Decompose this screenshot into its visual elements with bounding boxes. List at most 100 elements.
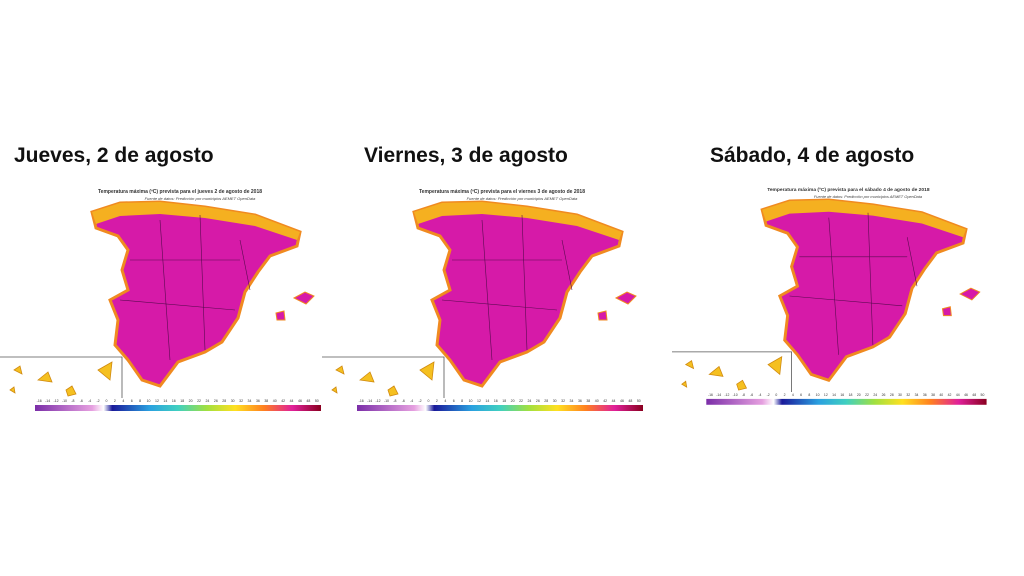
legend-tick-label: 8 xyxy=(461,399,463,403)
canary-islands xyxy=(331,361,435,397)
canary-box xyxy=(322,356,445,398)
legend-tick-label: 16 xyxy=(840,393,844,397)
spain-map xyxy=(760,198,968,383)
legend-tick-label: 44 xyxy=(956,393,960,397)
legend-tick-label: 34 xyxy=(248,399,252,403)
legend-scale xyxy=(357,405,643,411)
legend-tick-label: 48 xyxy=(628,399,632,403)
legend-tick-label: 0 xyxy=(775,393,777,397)
legend-tick-label: -10 xyxy=(733,393,738,397)
legend-tick-label: -14 xyxy=(716,393,721,397)
legend-tick-label: -4 xyxy=(410,399,413,403)
legend-tick-label: 4 xyxy=(122,399,124,403)
legend-tick-label: 8 xyxy=(808,393,810,397)
balearic-islands xyxy=(275,291,315,321)
legend-tick-label: 50 xyxy=(315,399,319,403)
legend-tick-label: 34 xyxy=(915,393,919,397)
spain-map xyxy=(90,200,302,388)
map-source: Fuente de datos: Predicción por municipi… xyxy=(467,196,579,201)
legend-tick-label: 36 xyxy=(923,393,927,397)
legend-tick-label: 24 xyxy=(873,393,877,397)
legend-tick-label: 16 xyxy=(172,399,176,403)
panel-heading: Sábado, 4 de agosto xyxy=(710,144,915,167)
legend-tick-label: 32 xyxy=(239,399,243,403)
legend-tick-label: -8 xyxy=(393,399,396,403)
north-coast xyxy=(414,202,622,240)
legend-tick-label: 30 xyxy=(231,399,235,403)
legend-tick-label: -2 xyxy=(419,399,422,403)
legend-tick-label: 50 xyxy=(981,393,985,397)
legend-tick-label: -10 xyxy=(62,399,67,403)
legend-tick-label: -16 xyxy=(708,393,713,397)
legend-tick-label: 46 xyxy=(964,393,968,397)
legend-tick-label: 46 xyxy=(620,399,624,403)
legend-tick-label: 28 xyxy=(890,393,894,397)
legend-tick-label: 38 xyxy=(931,393,935,397)
legend-tick-label: 46 xyxy=(298,399,302,403)
map-source: Fuente de datos: Predicción por municipi… xyxy=(145,196,257,201)
legend-tick-label: -4 xyxy=(758,393,761,397)
legend-tick-label: 50 xyxy=(637,399,641,403)
canary-box xyxy=(672,351,792,393)
legend-scale xyxy=(706,398,987,405)
legend-tick-label: 48 xyxy=(306,399,310,403)
legend-tick-label: 4 xyxy=(792,393,794,397)
legend-tick-label: 26 xyxy=(882,393,886,397)
panel-heading: Jueves, 2 de agosto xyxy=(14,144,214,167)
legend-tick-label: 12 xyxy=(824,393,828,397)
legend-tick-label: 22 xyxy=(197,399,201,403)
legend-tick-label: 12 xyxy=(477,399,481,403)
north-coast xyxy=(762,199,966,238)
legend-tick-label: 40 xyxy=(273,399,277,403)
legend-tick-label: -14 xyxy=(367,399,372,403)
map-title: Temperatura máxima (ºC) prevista para el… xyxy=(419,189,585,195)
legend-tick-label: 42 xyxy=(948,393,952,397)
legend-tick-label: -12 xyxy=(375,399,380,403)
map-panel: Temperatura máxima (ºC) prevista para el… xyxy=(672,187,987,405)
legend-tick-label: -10 xyxy=(384,399,389,403)
legend-tick-label: -12 xyxy=(724,393,729,397)
map-title: Temperatura máxima (ºC) prevista para el… xyxy=(98,189,262,195)
legend-tick-label: 0 xyxy=(106,399,108,403)
legend-tick-label: 36 xyxy=(256,399,260,403)
legend-tick-label: 0 xyxy=(428,399,430,403)
legend-tick-label: 10 xyxy=(147,399,151,403)
legend-tick-label: 14 xyxy=(485,399,489,403)
legend-scale xyxy=(35,405,321,411)
canary-islands xyxy=(681,356,783,391)
legend-tick-label: 10 xyxy=(469,399,473,403)
legend-tick-label: 34 xyxy=(570,399,574,403)
legend-tick-label: 38 xyxy=(264,399,268,403)
legend-tick-label: 18 xyxy=(180,399,184,403)
legend-tick-label: 20 xyxy=(189,399,193,403)
legend-tick-label: 40 xyxy=(595,399,599,403)
legend-tick-label: -12 xyxy=(53,399,58,403)
legend-tick-label: -14 xyxy=(45,399,50,403)
canary-islands xyxy=(9,361,113,397)
spain-map xyxy=(412,200,624,388)
region-lines xyxy=(119,214,251,361)
legend-tick-label: 6 xyxy=(131,399,133,403)
balearic-islands xyxy=(597,291,637,321)
legend-tick-label: 30 xyxy=(898,393,902,397)
legend-tick-label: 28 xyxy=(222,399,226,403)
legend-tick-label: 30 xyxy=(553,399,557,403)
panel-heading: Viernes, 3 de agosto xyxy=(364,144,568,167)
legend-tick-label: 2 xyxy=(114,399,116,403)
legend-tick-label: 10 xyxy=(816,393,820,397)
legend-tick-label: 40 xyxy=(939,393,943,397)
map-source: Fuente de datos: Predicción por municipi… xyxy=(814,194,923,199)
legend-tick-label: -8 xyxy=(71,399,74,403)
legend-tick-label: 38 xyxy=(586,399,590,403)
legend-tick-label: 18 xyxy=(849,393,853,397)
north-coast xyxy=(92,202,300,240)
legend-tick-label: 44 xyxy=(290,399,294,403)
legend-tick-label: -2 xyxy=(767,393,770,397)
legend-tick-label: 26 xyxy=(214,399,218,403)
legend-tick-label: -6 xyxy=(750,393,753,397)
legend-tick-label: 4 xyxy=(444,399,446,403)
legend-tick-label: 20 xyxy=(857,393,861,397)
legend-tick-label: -2 xyxy=(97,399,100,403)
